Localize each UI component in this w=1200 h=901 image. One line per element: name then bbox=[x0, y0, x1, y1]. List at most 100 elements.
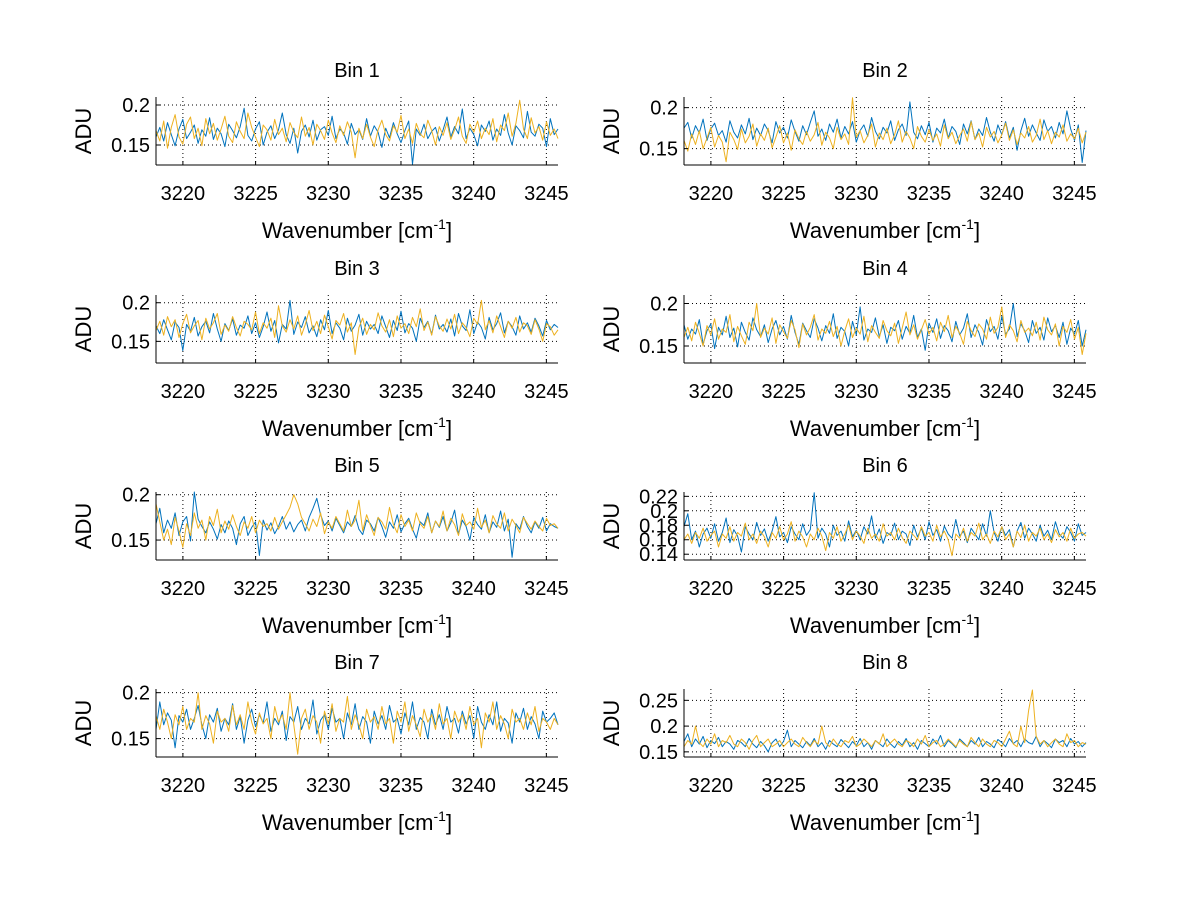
series-line-2 bbox=[155, 692, 559, 755]
y-tick-label: 0.2 bbox=[122, 485, 150, 507]
y-tick-label: 0.22 bbox=[639, 486, 678, 508]
x-tick-label: 3220 bbox=[689, 775, 734, 797]
x-tick-label: 3240 bbox=[979, 578, 1024, 600]
y-tick-label: 0.15 bbox=[111, 135, 150, 157]
x-tick-label: 3245 bbox=[1052, 578, 1097, 600]
subplot-bin-3: 3220 3225 3230 3235 3240 3245 0.15 0.2 Bin 3 Wave… bbox=[71, 258, 569, 441]
y-tick-label: 0.14 bbox=[639, 544, 678, 566]
x-tick-label: 3245 bbox=[524, 775, 569, 797]
y-tick-label: 0.15 bbox=[111, 530, 150, 552]
y-axis-label: ADU bbox=[599, 306, 624, 352]
x-tick-label: 3220 bbox=[161, 381, 206, 403]
series-line-2 bbox=[683, 521, 1087, 557]
x-tick-label: 3235 bbox=[379, 183, 424, 205]
series-line-2 bbox=[683, 689, 1087, 750]
subplot-bin-8: 3220 3225 3230 3235 3240 3245 0.15 0.2 0.25 Bin 8… bbox=[599, 652, 1097, 835]
x-axis-label: Wavenumber [cm-1] bbox=[262, 216, 452, 243]
x-tick-label: 3230 bbox=[834, 381, 879, 403]
y-tick-label: 0.25 bbox=[639, 690, 678, 712]
subplot-title: Bin 5 bbox=[334, 455, 380, 477]
x-tick-label: 3230 bbox=[834, 578, 879, 600]
y-axis-label: ADU bbox=[71, 700, 96, 746]
x-tick-label: 3225 bbox=[761, 578, 806, 600]
x-tick-label: 3225 bbox=[233, 578, 278, 600]
y-tick-label: 0.15 bbox=[111, 331, 150, 353]
series-line-1 bbox=[155, 299, 559, 352]
y-axis-label: ADU bbox=[599, 700, 624, 746]
x-axis-label-text: Wavenumber [cm bbox=[262, 218, 434, 243]
x-axis-label-superscript: -1 bbox=[434, 808, 447, 824]
x-axis-label-bracket: ] bbox=[446, 810, 452, 835]
y-tick-label: 0.2 bbox=[650, 501, 678, 523]
x-tick-label: 3240 bbox=[979, 381, 1024, 403]
x-tick-label: 3235 bbox=[379, 381, 424, 403]
x-tick-label: 3235 bbox=[907, 578, 952, 600]
x-axis-label-superscript: -1 bbox=[962, 414, 975, 430]
x-tick-label: 3225 bbox=[761, 381, 806, 403]
x-axis-label: Wavenumber [cm-1] bbox=[790, 414, 980, 441]
x-tick-label: 3245 bbox=[1052, 775, 1097, 797]
y-axis-label: ADU bbox=[599, 503, 624, 549]
subplot-title: Bin 2 bbox=[862, 60, 908, 82]
y-axis-label: ADU bbox=[71, 503, 96, 549]
y-tick-label: 0.15 bbox=[639, 742, 678, 764]
x-axis-label-superscript: -1 bbox=[434, 216, 447, 232]
y-tick-label: 0.18 bbox=[639, 515, 678, 537]
y-tick-label: 0.2 bbox=[122, 683, 150, 705]
x-tick-label: 3240 bbox=[451, 578, 496, 600]
y-axis-label: ADU bbox=[599, 108, 624, 154]
x-axis-label-superscript: -1 bbox=[434, 611, 447, 627]
y-tick-label: 0.2 bbox=[650, 716, 678, 738]
subplot-title: Bin 7 bbox=[334, 652, 380, 674]
x-tick-label: 3220 bbox=[689, 381, 734, 403]
x-tick-label: 3225 bbox=[761, 183, 806, 205]
y-tick-label: 0.2 bbox=[122, 95, 150, 117]
x-tick-label: 3220 bbox=[161, 578, 206, 600]
x-axis-label-text: Wavenumber [cm bbox=[262, 613, 434, 638]
series-line-1 bbox=[683, 492, 1087, 553]
x-axis-label: Wavenumber [cm-1] bbox=[262, 414, 452, 441]
x-tick-label: 3230 bbox=[306, 381, 351, 403]
series-line-2 bbox=[155, 494, 559, 548]
x-tick-label: 3240 bbox=[451, 183, 496, 205]
y-tick-label: 0.15 bbox=[639, 336, 678, 358]
x-tick-label: 3245 bbox=[524, 381, 569, 403]
x-axis-label: Wavenumber [cm-1] bbox=[790, 611, 980, 638]
subplot-title: Bin 4 bbox=[862, 258, 908, 280]
x-axis-label: Wavenumber [cm-1] bbox=[790, 808, 980, 835]
series-line-1 bbox=[155, 699, 559, 749]
x-tick-label: 3235 bbox=[379, 775, 424, 797]
series-line-1 bbox=[155, 491, 559, 558]
x-tick-label: 3235 bbox=[379, 578, 424, 600]
y-tick-label: 0.16 bbox=[639, 530, 678, 552]
x-axis-label-superscript: -1 bbox=[962, 611, 975, 627]
x-tick-label: 3235 bbox=[907, 183, 952, 205]
series-line-2 bbox=[683, 97, 1087, 163]
x-tick-label: 3220 bbox=[689, 183, 734, 205]
x-tick-label: 3240 bbox=[451, 775, 496, 797]
x-axis-label: Wavenumber [cm-1] bbox=[790, 216, 980, 243]
subplot-bin-1: 3220 3225 3230 3235 3240 3245 0.15 0.2 Bin 1 Wave… bbox=[71, 60, 569, 243]
x-tick-label: 3220 bbox=[161, 183, 206, 205]
x-tick-label: 3240 bbox=[979, 775, 1024, 797]
subplot-bin-6: 3220 3225 3230 3235 3240 3245 0.140.160.180.20… bbox=[599, 455, 1097, 638]
x-axis-label-bracket: ] bbox=[974, 416, 980, 441]
subplot-title: Bin 3 bbox=[334, 258, 380, 280]
subplot-bin-5: 3220 3225 3230 3235 3240 3245 0.15 0.2 Bin 5 Wave… bbox=[71, 455, 569, 638]
series-line-2 bbox=[155, 299, 559, 355]
x-tick-label: 3230 bbox=[834, 183, 879, 205]
x-tick-label: 3230 bbox=[306, 578, 351, 600]
x-tick-label: 3225 bbox=[233, 775, 278, 797]
x-axis-label-bracket: ] bbox=[446, 218, 452, 243]
x-tick-label: 3220 bbox=[161, 775, 206, 797]
x-axis-label-text: Wavenumber [cm bbox=[262, 810, 434, 835]
x-axis-label-bracket: ] bbox=[974, 613, 980, 638]
y-tick-label: 0.2 bbox=[122, 293, 150, 315]
y-axis-label: ADU bbox=[71, 108, 96, 154]
x-axis-label-superscript: -1 bbox=[962, 808, 975, 824]
series-line-2 bbox=[683, 303, 1087, 355]
series-line-1 bbox=[683, 101, 1087, 163]
x-tick-label: 3240 bbox=[979, 183, 1024, 205]
x-axis-label-text: Wavenumber [cm bbox=[790, 218, 962, 243]
x-axis-label-bracket: ] bbox=[446, 416, 452, 441]
